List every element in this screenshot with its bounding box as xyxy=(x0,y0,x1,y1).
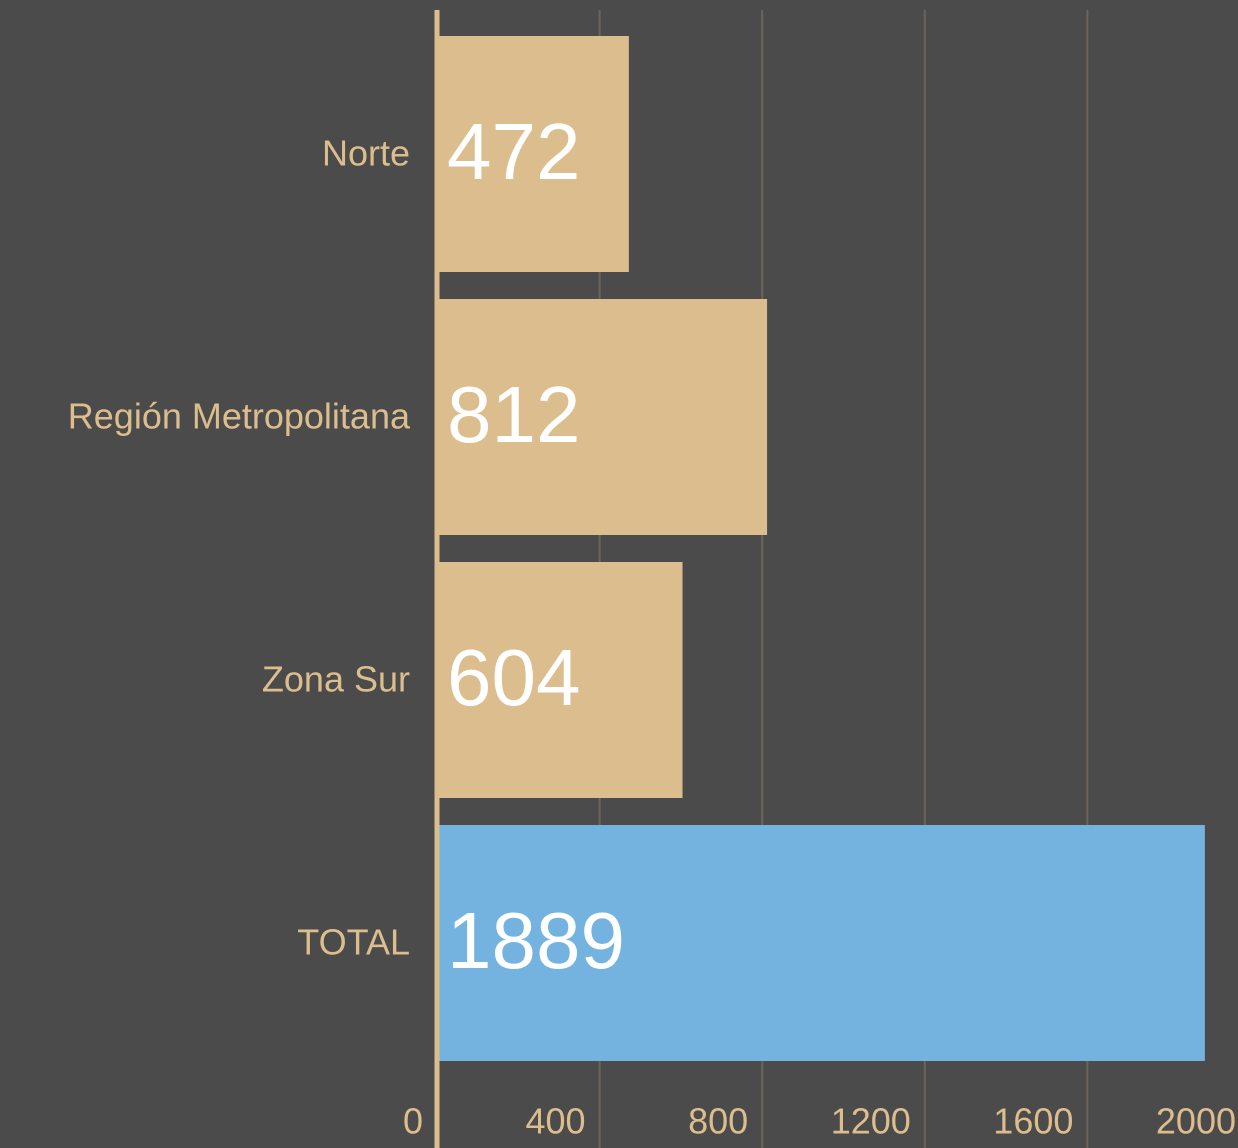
data-label: 812 xyxy=(447,370,580,459)
x-tick-label: 2000 xyxy=(1156,1101,1236,1142)
x-tick-label: 1600 xyxy=(993,1101,1073,1142)
data-label: 1889 xyxy=(447,896,625,985)
y-tick-label: Zona Sur xyxy=(262,659,410,700)
x-tick-label: 800 xyxy=(688,1101,748,1142)
y-tick-label: TOTAL xyxy=(297,922,410,963)
data-label: 604 xyxy=(447,633,580,722)
data-label: 472 xyxy=(447,107,580,196)
y-tick-label: Norte xyxy=(322,133,410,174)
bar xyxy=(437,299,768,535)
x-tick-label: 1200 xyxy=(831,1101,911,1142)
bar xyxy=(437,36,629,272)
x-tick-label: 0 xyxy=(403,1101,423,1142)
bar xyxy=(437,562,683,798)
bar xyxy=(437,825,1205,1061)
y-tick-label: Región Metropolitana xyxy=(68,396,411,437)
x-tick-label: 400 xyxy=(526,1101,586,1142)
